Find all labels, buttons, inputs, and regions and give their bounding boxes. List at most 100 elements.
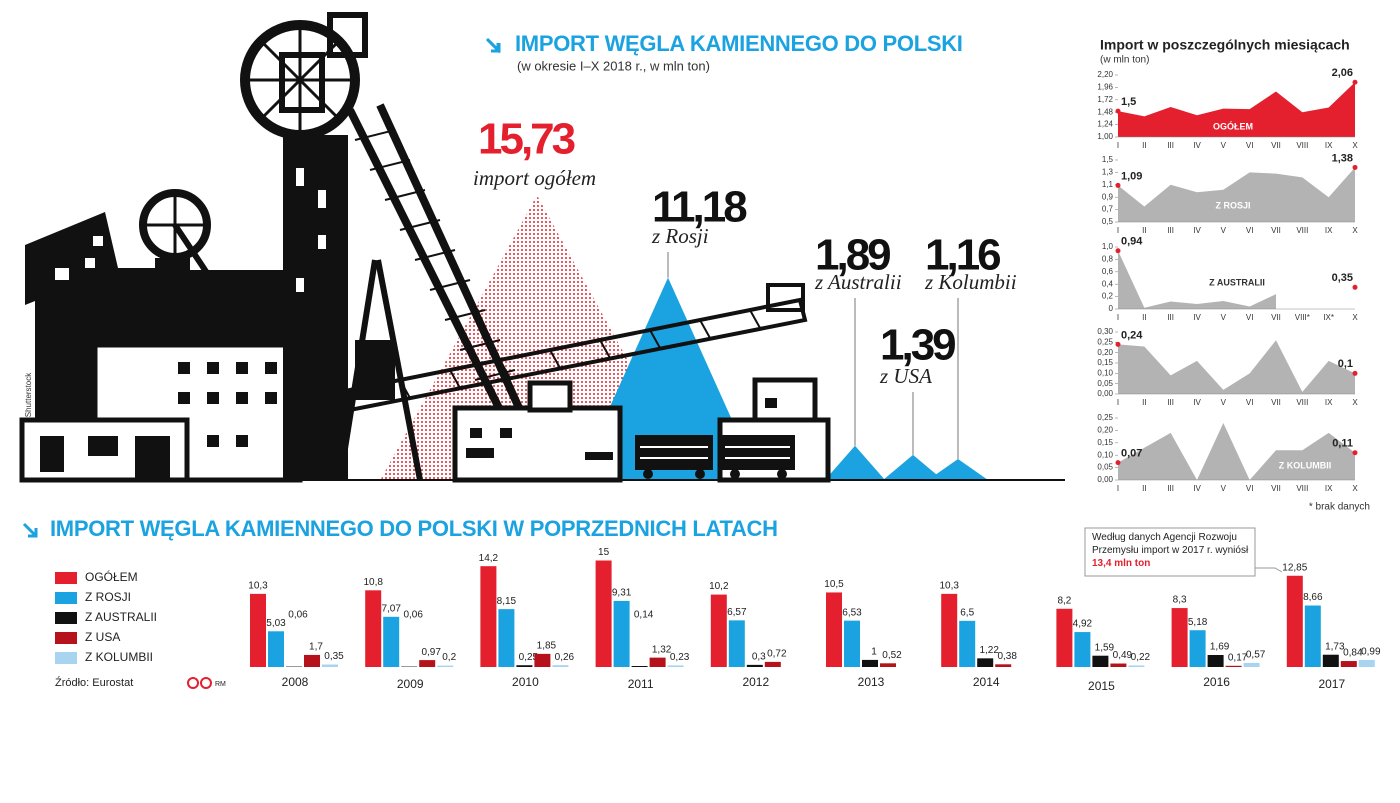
month-label: IX (1325, 398, 1333, 407)
area (1118, 82, 1355, 137)
value-label: 1,7 (309, 642, 323, 653)
bar (880, 663, 896, 667)
legend-swatch (55, 572, 77, 584)
bar (941, 593, 958, 667)
area (1118, 422, 1355, 480)
month-label: IV (1193, 398, 1201, 407)
month-label: IV (1193, 226, 1201, 235)
value-label: 0,35 (324, 651, 344, 662)
y-tick-label: 1,48 (1097, 107, 1113, 116)
bar (1304, 605, 1321, 667)
y-tick-label: 0,20 (1097, 348, 1113, 357)
x-tick-label: 2012 (742, 675, 769, 689)
legend-swatch (55, 652, 77, 664)
value-label: 0,24 (1121, 329, 1143, 341)
value-label: 0,38 (997, 651, 1017, 662)
y-tick-label: 0,15 (1097, 438, 1113, 447)
value-label: 0,06 (288, 610, 308, 621)
bar (959, 620, 976, 667)
month-label: VIII (1296, 141, 1308, 150)
bar (649, 657, 666, 667)
value-label: 0,17 (1228, 652, 1248, 663)
value-label: 0,07 (1121, 448, 1142, 460)
value-label: 11,18 (652, 183, 747, 232)
value-label: 7,07 (381, 603, 401, 614)
value-label: 8,66 (1303, 592, 1323, 603)
month-label: VII (1271, 313, 1281, 322)
bar (304, 654, 320, 667)
bar (1171, 608, 1188, 667)
value-label: 10,3 (248, 581, 268, 592)
value-label: 6,5 (960, 607, 974, 618)
category-label: z USA (879, 364, 932, 388)
series-label: Z AUSTRALII (1209, 277, 1265, 287)
bar (1189, 630, 1206, 667)
value-label: 10,3 (939, 581, 959, 592)
annotation-text: Według danych Agencji Rozwoju Przemysłu … (1092, 531, 1252, 570)
bar (595, 560, 612, 667)
month-label: X (1352, 398, 1358, 407)
annotation-box (1084, 527, 1256, 577)
point (1352, 370, 1358, 376)
y-tick-label: 0,7 (1102, 205, 1114, 214)
bar (844, 620, 860, 667)
value-label: 14,2 (479, 553, 499, 564)
x-tick-label: 2015 (1088, 679, 1115, 693)
area (1118, 250, 1276, 309)
month-label: VIII (1296, 226, 1308, 235)
y-tick-label: 1,00 (1097, 132, 1113, 141)
point (1115, 341, 1121, 347)
y-tick-label: 0,05 (1097, 463, 1113, 472)
value-label: 1,32 (652, 644, 672, 655)
source: Źródło: Eurostat (55, 676, 133, 689)
y-tick-label: 0,8 (1102, 255, 1114, 264)
month-label: VI (1246, 484, 1254, 493)
legend-swatch (55, 632, 77, 644)
annotation: Według danych Agencji Rozwoju Przemysłu … (1092, 531, 1252, 570)
month-label: III (1167, 226, 1174, 235)
mountain (883, 454, 943, 480)
month-label: III (1167, 484, 1174, 493)
point (1115, 248, 1121, 254)
y-tick-label: 1,3 (1102, 168, 1114, 177)
value-label: 6,57 (727, 607, 747, 618)
y-tick-label: 0,30 (1097, 327, 1113, 336)
value-label: 9,31 (612, 588, 632, 599)
y-tick-label: 0,00 (1097, 475, 1113, 484)
month-label: X (1352, 484, 1358, 493)
bar (631, 666, 648, 667)
y-tick-label: 0,10 (1097, 450, 1113, 459)
y-tick-label: 0,6 (1102, 267, 1114, 276)
y-tick-label: 1,96 (1097, 83, 1113, 92)
month-label: IX (1325, 484, 1333, 493)
y-tick-label: 0,10 (1097, 368, 1113, 377)
point (1352, 284, 1358, 290)
series-label: Z ROSJI (1215, 200, 1250, 210)
month-label: IX (1325, 226, 1333, 235)
value-label: 1,89 (815, 231, 890, 280)
month-label: I (1117, 313, 1119, 322)
legend-label: OGÓŁEM (85, 569, 138, 584)
value-label: 0,84 (1343, 648, 1363, 659)
y-tick-label: 1,1 (1102, 180, 1114, 189)
month-label: III (1167, 141, 1174, 150)
y-tick-label: 0,9 (1102, 192, 1114, 201)
value-label: 8,2 (1057, 595, 1071, 606)
bar (764, 661, 781, 667)
bar (534, 653, 551, 667)
arrow-icon (485, 37, 501, 53)
value-label: 1,38 (1332, 152, 1353, 164)
legend-label: Z USA (85, 630, 120, 644)
y-tick-label: 0,25 (1097, 413, 1113, 422)
value-label: 10,8 (363, 577, 383, 588)
month-label: V (1221, 398, 1227, 407)
series-label: OGÓŁEM (1213, 120, 1253, 131)
bar (1358, 659, 1375, 667)
annotation-leader (1255, 567, 1283, 573)
bar (322, 664, 338, 667)
value-label: 12,85 (1282, 562, 1307, 573)
legend-label: Z AUSTRALII (85, 610, 157, 624)
x-tick-label: 2009 (397, 677, 424, 691)
point (1352, 450, 1358, 456)
